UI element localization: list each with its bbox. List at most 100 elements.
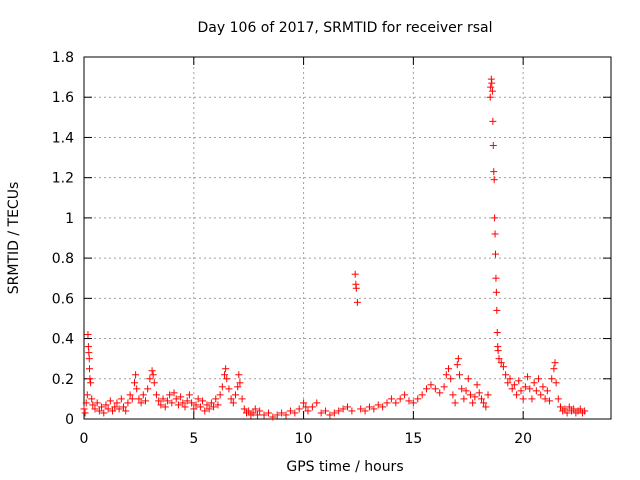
data-point	[89, 401, 97, 409]
axis-tick-labels: 0 0.2 0.4 0.6 0.8 1 1.2 1.4 1.6 1.8 0 5 10 15 20	[52, 50, 532, 447]
data-point	[313, 399, 321, 407]
data-point	[484, 391, 492, 399]
data-point	[150, 379, 158, 387]
data-point	[128, 395, 136, 403]
data-point	[352, 284, 360, 292]
data-point	[493, 329, 501, 337]
data-point	[304, 407, 312, 415]
data-point	[490, 168, 498, 176]
data-point	[210, 403, 218, 411]
data-point	[576, 405, 584, 413]
data-point	[436, 389, 444, 397]
data-point	[199, 397, 207, 405]
data-point	[104, 405, 112, 413]
data-point	[431, 385, 439, 393]
data-point	[201, 407, 209, 415]
data-point	[508, 385, 516, 393]
data-point	[144, 385, 152, 393]
data-point	[133, 385, 141, 393]
data-point	[379, 403, 387, 411]
data-point	[207, 399, 215, 407]
axis-ticks	[83, 56, 611, 420]
data-point	[291, 409, 299, 417]
data-point	[120, 403, 128, 411]
data-point	[166, 391, 174, 399]
data-point	[454, 355, 462, 363]
data-point	[464, 375, 472, 383]
plot-frame	[83, 56, 612, 420]
y-tick-label: 1.4	[52, 130, 74, 146]
data-point	[570, 405, 578, 413]
y-tick-label: 0.4	[52, 332, 74, 348]
data-point	[548, 375, 556, 383]
x-tick-label: 20	[514, 431, 532, 447]
data-point	[170, 389, 178, 397]
data-point	[440, 383, 448, 391]
data-point	[471, 393, 479, 401]
data-point	[344, 403, 351, 411]
data-point	[159, 395, 167, 403]
data-point	[442, 371, 450, 379]
data-point	[392, 399, 400, 407]
data-point	[100, 409, 108, 417]
data-point	[515, 377, 523, 385]
data-point	[152, 391, 160, 399]
data-point	[552, 379, 560, 387]
data-point	[445, 365, 453, 373]
data-point	[196, 403, 204, 411]
data-point	[124, 399, 132, 407]
data-point	[361, 407, 369, 415]
data-point	[491, 230, 499, 238]
data-point	[234, 383, 242, 391]
x-axis-label: GPS time / hours	[286, 459, 403, 475]
data-point	[447, 375, 455, 383]
data-point	[256, 407, 264, 415]
data-point	[339, 405, 347, 413]
data-point	[581, 407, 589, 415]
data-point	[282, 411, 290, 419]
data-point	[541, 395, 549, 403]
data-point	[335, 407, 343, 415]
data-point	[109, 407, 117, 415]
data-point	[98, 403, 106, 411]
data-point	[489, 141, 497, 149]
data-point	[535, 375, 543, 383]
data-point	[543, 387, 551, 395]
data-point	[526, 385, 534, 393]
data-point	[235, 371, 243, 379]
data-point	[561, 405, 569, 413]
data-point	[85, 365, 93, 373]
data-point	[497, 359, 505, 367]
data-point	[491, 250, 499, 258]
data-point	[227, 395, 235, 403]
data-point	[203, 401, 211, 409]
data-point	[473, 381, 481, 389]
data-point	[405, 397, 413, 405]
data-point	[163, 397, 171, 405]
data-point	[122, 407, 130, 415]
data-point	[95, 407, 103, 415]
data-point	[462, 387, 470, 395]
data-point	[218, 383, 226, 391]
data-point	[423, 385, 431, 393]
y-tick-label: 1.8	[52, 50, 74, 66]
data-point	[245, 407, 253, 415]
data-point	[295, 405, 303, 413]
data-point	[302, 403, 310, 411]
data-point	[556, 403, 564, 411]
data-point	[115, 405, 123, 413]
data-point	[223, 375, 231, 383]
data-point	[183, 397, 191, 405]
data-point	[486, 93, 494, 101]
data-point	[409, 399, 417, 407]
data-point	[157, 401, 165, 409]
data-point	[260, 411, 268, 419]
y-tick-label: 0.8	[52, 251, 74, 267]
data-point	[401, 391, 409, 399]
data-point	[521, 383, 529, 391]
grid	[84, 57, 611, 419]
data-point	[383, 399, 391, 407]
data-point	[519, 395, 527, 403]
data-point	[190, 405, 198, 413]
data-point	[236, 379, 244, 387]
